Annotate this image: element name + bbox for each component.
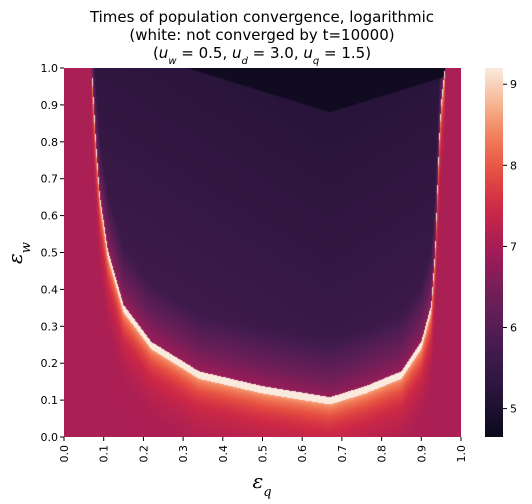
x-tick-label: 0.2	[137, 445, 150, 463]
x-tick-label: 0.8	[376, 445, 389, 463]
y-tick-label: 0.3	[41, 320, 59, 333]
x-tick-label: 0.7	[336, 445, 349, 463]
y-tick-label: 0.5	[41, 247, 59, 260]
y-tick-label: 0.8	[41, 136, 59, 149]
y-tick-label: 0.6	[41, 210, 59, 223]
y-tick-label: 1.0	[41, 62, 59, 75]
y-tick-label: 0.9	[41, 99, 59, 112]
chart-title-line-3: (uw = 0.5, ud = 3.0, uq = 1.5)	[153, 44, 371, 67]
colorbar-tick-label: 6	[510, 322, 517, 335]
chart-title-line-2: (white: not converged by t=10000)	[129, 26, 394, 44]
x-tick-label: 0.1	[98, 445, 111, 463]
colorbar-tick-label: 5	[510, 403, 517, 416]
y-tick-label: 0.7	[41, 173, 59, 186]
y-tick-label: 0.4	[41, 283, 59, 296]
x-tick-label: 0.6	[296, 445, 309, 463]
colorbar-tick-label: 8	[510, 159, 517, 172]
y-tick-label: 0.0	[41, 431, 59, 444]
y-axis-label: εw	[3, 242, 34, 264]
y-tick-label: 0.1	[41, 394, 59, 407]
x-tick-label: 1.0	[455, 445, 468, 463]
y-tick-label: 0.2	[41, 357, 59, 370]
heatmap-plot-area	[64, 68, 461, 437]
chart-title-line-1: Times of population convergence, logarit…	[89, 8, 434, 26]
x-axis-ticks: 0.0 0.1 0.2 0.3 0.4 0.5 0.6 0.7 0.8 0.9 1.0	[58, 437, 468, 463]
colorbar-tick-label: 9	[510, 78, 517, 91]
x-tick-label: 0.9	[415, 445, 428, 463]
colorbar-tick-label: 7	[510, 240, 517, 253]
colorbar-ticks: 5 6 7 8 9	[503, 78, 517, 416]
colorbar	[485, 68, 503, 437]
x-axis-label: εq	[252, 469, 271, 500]
x-tick-label: 0.0	[58, 445, 71, 463]
x-tick-label: 0.5	[257, 445, 270, 463]
x-tick-label: 0.3	[177, 445, 190, 463]
y-axis-ticks: 0.0 0.1 0.2 0.3 0.4 0.5 0.6 0.7 0.8 0.9 1.0	[41, 62, 64, 444]
x-tick-label: 0.4	[217, 445, 230, 463]
heatmap-image	[64, 68, 461, 437]
